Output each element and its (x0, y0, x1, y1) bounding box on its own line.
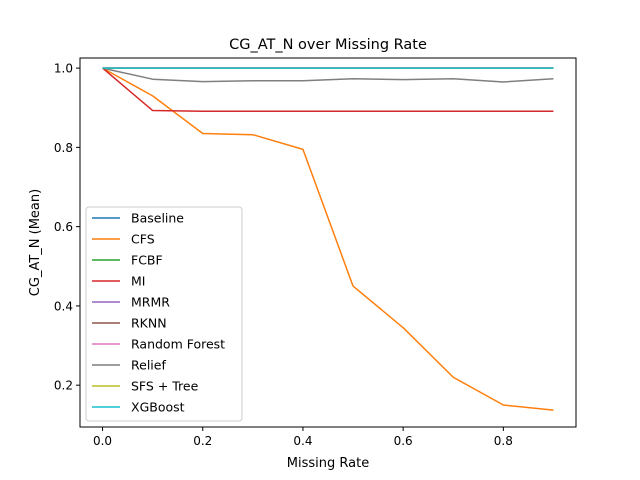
legend-label-cfs: CFS (131, 232, 155, 247)
legend-label-mi: MI (131, 274, 145, 289)
legend-label-baseline: Baseline (131, 211, 184, 226)
x-axis-label: Missing Rate (287, 456, 369, 471)
y-axis-label: CG_AT_N (Mean) (28, 189, 43, 296)
chart-title: CG_AT_N over Missing Rate (229, 37, 427, 53)
y-tick-label: 1.0 (54, 62, 73, 76)
y-tick-label: 0.2 (54, 379, 73, 393)
series-line-cfs (102, 67, 554, 411)
plot-frame (79, 57, 577, 428)
legend-label-rknn: RKNN (131, 316, 167, 331)
x-tick-label: 0.4 (293, 434, 312, 448)
legend-label-xgboost: XGBoost (131, 400, 185, 415)
legend-label-mrmr: MRMR (131, 295, 170, 310)
legend-label-sfs-tree: SFS + Tree (131, 379, 199, 394)
legend-box (85, 206, 243, 422)
x-axis-ticks: 0.0 0.2 0.4 0.6 0.8 (93, 427, 513, 448)
legend-label-random-forest: Random Forest (131, 337, 225, 352)
legend-label-relief: Relief (131, 358, 166, 373)
series-line-relief (102, 67, 554, 83)
x-tick-label: 0.6 (394, 434, 413, 448)
x-tick-label: 0.0 (93, 434, 112, 448)
x-tick-label: 0.8 (494, 434, 513, 448)
x-tick-label: 0.2 (193, 434, 212, 448)
legend: Baseline CFS FCBF MI MRMR RKNN Random Forest Re… (85, 206, 243, 422)
y-tick-label: 0.6 (54, 220, 73, 234)
series-line-mi (102, 67, 554, 113)
y-tick-label: 0.4 (54, 299, 73, 313)
y-axis-ticks: 0.2 0.4 0.6 0.8 1.0 (54, 62, 80, 393)
series-lines (102, 67, 554, 411)
y-tick-label: 0.8 (54, 141, 73, 155)
legend-label-fcbf: FCBF (131, 253, 163, 268)
